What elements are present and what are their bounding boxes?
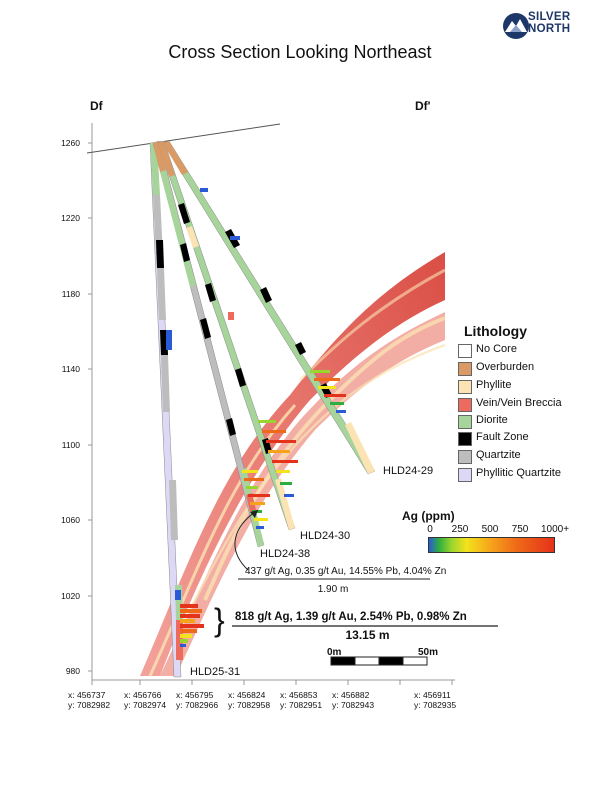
ag-histogram-hld24-30 bbox=[228, 312, 298, 497]
hole-label-hld24-38: HLD24-38 bbox=[260, 548, 311, 560]
legend-title: Lithology bbox=[464, 323, 527, 339]
legend-swatch bbox=[458, 398, 472, 412]
ag-histogram-hld25-31 bbox=[166, 330, 204, 647]
legend-swatch bbox=[458, 344, 472, 358]
ag-scale-tick: 0 bbox=[427, 524, 433, 535]
legend-swatch bbox=[458, 432, 472, 446]
legend-swatch bbox=[458, 468, 472, 482]
legend-swatch bbox=[458, 362, 472, 376]
arrow-head bbox=[250, 510, 258, 518]
logo-wordmark: SILVER NORTH bbox=[528, 11, 571, 35]
coordinate-label: x: 456882 y: 7082943 bbox=[332, 690, 375, 710]
ag-scale-tick: 250 bbox=[451, 524, 469, 535]
x-axis-ticks bbox=[91, 680, 453, 685]
ag-color-scale-bar bbox=[428, 537, 555, 553]
legend-swatch bbox=[458, 415, 472, 429]
y-tick-label: 1060 bbox=[61, 515, 80, 525]
coordinate-label: x: 456853 y: 7082951 bbox=[280, 690, 323, 710]
intercept-hld24-38-grades: 437 g/t Ag, 0.35 g/t Au, 14.55% Pb, 4.04… bbox=[245, 566, 447, 577]
legend-swatch bbox=[458, 380, 472, 394]
topography-line bbox=[86, 123, 281, 154]
coordinate-label: x: 456911 y: 7082935 bbox=[414, 690, 457, 710]
y-tick-label: 1100 bbox=[61, 440, 80, 450]
legend-swatch bbox=[458, 450, 472, 464]
scale-bar bbox=[330, 656, 428, 666]
hole-label-hld24-29: HLD24-29 bbox=[383, 465, 434, 477]
ag-histogram-hld24-29 bbox=[200, 188, 346, 413]
hole-label-hld24-30: HLD24-30 bbox=[300, 530, 351, 542]
y-tick-label: 980 bbox=[65, 666, 80, 676]
ag-scale-tick: 1000+ bbox=[540, 524, 570, 535]
intercept-hld24-38-width: 1.90 m bbox=[317, 584, 349, 595]
drillhole-hld25-31 bbox=[149, 142, 183, 678]
y-tick-label: 1260 bbox=[61, 138, 80, 148]
page-title: Cross Section Looking Northeast bbox=[168, 42, 432, 62]
coordinate-label: x: 456766 y: 7082974 bbox=[124, 690, 167, 710]
intercept-hld25-31-width: 13.15 m bbox=[345, 628, 390, 642]
intercept-brace: } bbox=[214, 602, 225, 638]
ag-scale-title: Ag (ppm) bbox=[402, 509, 455, 523]
intercept-arrow bbox=[234, 509, 259, 571]
mountain-logo-icon bbox=[503, 13, 529, 39]
section-start-label: Df bbox=[90, 99, 103, 113]
hole-label-hld25-31: HLD25-31 bbox=[190, 666, 241, 678]
scale-bar-end: 50m bbox=[418, 647, 439, 658]
y-tick-label: 1220 bbox=[61, 213, 80, 223]
vein-zone bbox=[140, 252, 446, 677]
ag-scale-tick: 750 bbox=[511, 524, 529, 535]
ag-scale-tick: 500 bbox=[481, 524, 499, 535]
drillhole-hld24-30 bbox=[157, 140, 296, 531]
y-axis-ticks bbox=[88, 142, 92, 672]
y-tick-label: 1180 bbox=[61, 289, 80, 299]
coordinate-label: x: 456824 y: 7082958 bbox=[228, 690, 271, 710]
intercept-hld25-31-grades: 818 g/t Ag, 1.39 g/t Au, 2.54% Pb, 0.98%… bbox=[235, 611, 467, 623]
coordinate-label: x: 456795 y: 7082966 bbox=[176, 690, 219, 710]
scale-bar-start: 0m bbox=[327, 647, 342, 658]
drillhole-hld24-38 bbox=[152, 140, 265, 548]
coordinate-label: x: 456737 y: 7082982 bbox=[68, 690, 111, 710]
y-tick-label: 1020 bbox=[61, 591, 80, 601]
y-tick-label: 1140 bbox=[61, 364, 80, 374]
section-end-label: Df' bbox=[415, 99, 431, 113]
drillhole-hld24-29 bbox=[162, 140, 376, 475]
